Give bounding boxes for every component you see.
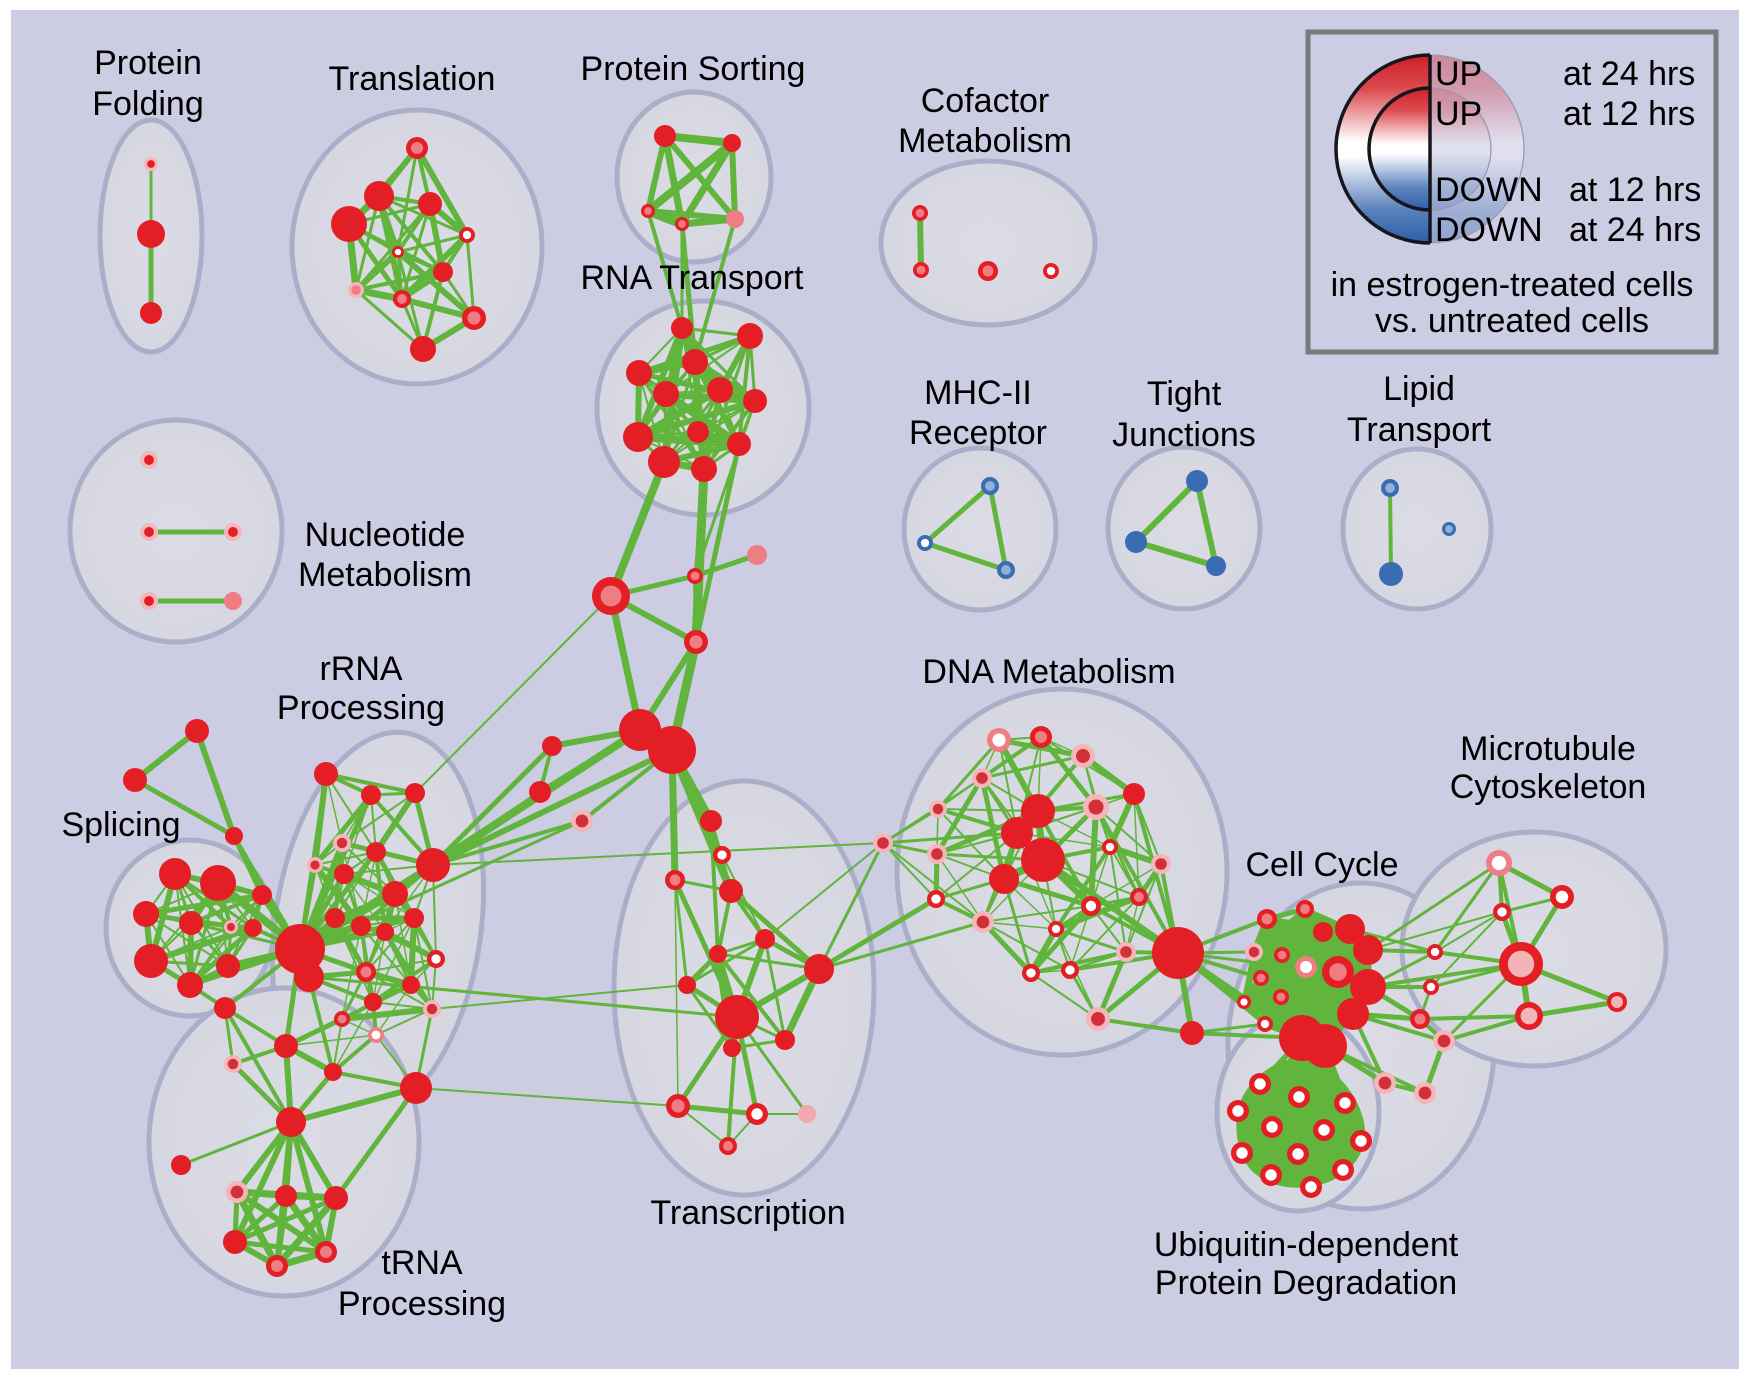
svg-text:Translation: Translation (329, 60, 496, 98)
svg-text:in estrogen-treated cells: in estrogen-treated cells (1331, 266, 1694, 304)
svg-text:Processing: Processing (338, 1285, 506, 1323)
svg-text:Metabolism: Metabolism (298, 556, 472, 594)
svg-text:Lipid: Lipid (1383, 370, 1455, 408)
svg-text:vs. untreated cells: vs. untreated cells (1375, 302, 1649, 340)
svg-text:Splicing: Splicing (61, 806, 180, 844)
svg-text:RNA Transport: RNA Transport (581, 259, 805, 297)
svg-text:DNA Metabolism: DNA Metabolism (922, 653, 1175, 691)
svg-text:Ubiquitin-dependent: Ubiquitin-dependent (1154, 1226, 1459, 1264)
svg-text:Nucleotide: Nucleotide (305, 516, 466, 554)
svg-text:Cytoskeleton: Cytoskeleton (1450, 768, 1647, 806)
svg-text:tRNA: tRNA (381, 1244, 463, 1282)
svg-text:MHC-II: MHC-II (924, 374, 1032, 412)
svg-text:Processing: Processing (277, 689, 445, 727)
svg-text:Receptor: Receptor (909, 414, 1047, 452)
svg-text:Protein Degradation: Protein Degradation (1155, 1264, 1457, 1302)
svg-text:Tight: Tight (1147, 375, 1222, 413)
svg-text:Junctions: Junctions (1112, 416, 1256, 454)
svg-text:UP: UP (1435, 95, 1482, 133)
svg-text:Cell Cycle: Cell Cycle (1245, 846, 1398, 884)
svg-text:at 12 hrs: at 12 hrs (1569, 171, 1701, 209)
svg-text:Microtubule: Microtubule (1460, 730, 1636, 768)
svg-text:Cofactor: Cofactor (921, 82, 1050, 120)
svg-text:Transport: Transport (1347, 411, 1492, 449)
svg-text:Folding: Folding (92, 85, 204, 123)
svg-text:DOWN: DOWN (1435, 171, 1543, 209)
svg-text:at 24 hrs: at 24 hrs (1569, 211, 1701, 249)
svg-text:rRNA: rRNA (319, 650, 402, 688)
svg-text:Transcription: Transcription (650, 1194, 845, 1232)
svg-text:UP: UP (1435, 55, 1482, 93)
svg-text:DOWN: DOWN (1435, 211, 1543, 249)
svg-text:at 12 hrs: at 12 hrs (1563, 95, 1695, 133)
svg-text:at 24 hrs: at 24 hrs (1563, 55, 1695, 93)
svg-text:Protein: Protein (94, 44, 202, 82)
svg-text:Protein Sorting: Protein Sorting (581, 50, 806, 88)
svg-text:Metabolism: Metabolism (898, 122, 1072, 160)
